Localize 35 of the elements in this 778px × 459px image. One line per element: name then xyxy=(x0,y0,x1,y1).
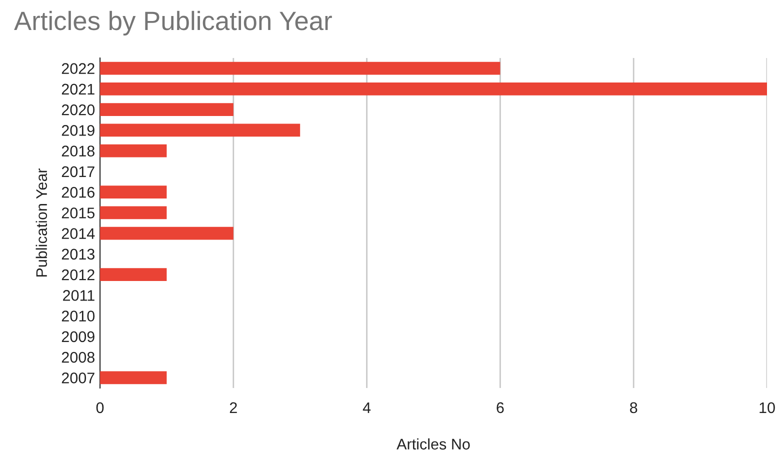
y-tick-label: 2019 xyxy=(62,125,94,136)
y-axis-title: Publication Year xyxy=(36,168,48,277)
chart-title: Articles by Publication Year xyxy=(14,10,332,36)
y-tick-label: 2022 xyxy=(62,63,94,74)
y-tick-label: 2020 xyxy=(62,104,95,116)
x-tick-label: 8 xyxy=(630,402,638,414)
y-tick-label: 2021 xyxy=(62,84,94,95)
x-tick-label: 4 xyxy=(362,402,371,413)
y-tick-label: 2007 xyxy=(62,372,94,384)
y-tick-label: 2015 xyxy=(62,208,94,218)
bar xyxy=(100,268,167,281)
x-tick-label: 10 xyxy=(760,402,775,414)
y-tick-label: 2010 xyxy=(62,310,95,322)
bar xyxy=(100,144,167,158)
y-tick-label: 2008 xyxy=(62,352,94,363)
bar xyxy=(100,226,234,240)
bar xyxy=(100,124,300,137)
bar xyxy=(100,62,500,75)
y-tick-label: 2009 xyxy=(62,331,94,342)
x-tick-label: 2 xyxy=(230,402,237,413)
bar xyxy=(100,371,167,384)
y-tick-label: 2011 xyxy=(63,290,94,301)
bar xyxy=(100,103,234,116)
x-tick-label: 0 xyxy=(96,402,104,414)
x-axis-title: Articles No xyxy=(396,438,470,450)
y-tick-label: 2013 xyxy=(62,248,94,260)
x-tick-label: 6 xyxy=(496,402,504,414)
bar xyxy=(100,82,767,96)
y-tick-label: 2016 xyxy=(62,186,94,198)
y-tick-label: 2017 xyxy=(62,166,94,178)
y-tick-label: 2018 xyxy=(62,146,94,156)
bar xyxy=(100,186,167,198)
y-tick-label: 2014 xyxy=(62,228,95,239)
bar xyxy=(100,206,167,220)
y-tick-label: 2012 xyxy=(62,269,94,280)
